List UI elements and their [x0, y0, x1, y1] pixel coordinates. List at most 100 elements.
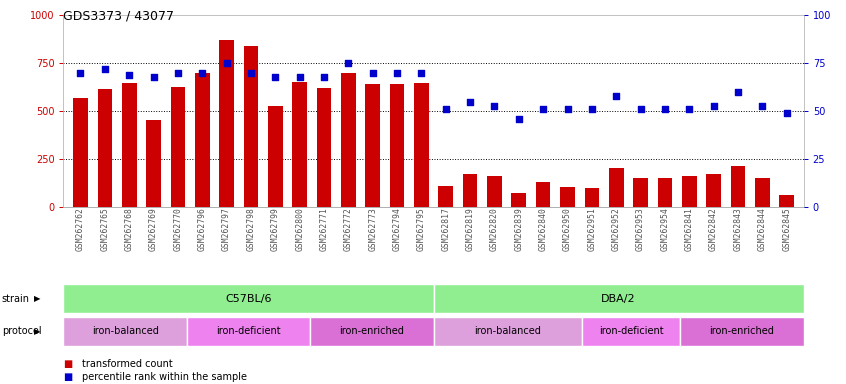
Bar: [268, 106, 283, 207]
Text: GSM262819: GSM262819: [465, 207, 475, 251]
Bar: [74, 98, 88, 207]
Point: [171, 70, 184, 76]
Bar: [512, 193, 526, 207]
Text: GSM262951: GSM262951: [587, 207, 596, 251]
Bar: [122, 83, 136, 207]
Bar: [146, 120, 161, 207]
Text: GSM262843: GSM262843: [733, 207, 743, 251]
Text: GSM262772: GSM262772: [343, 207, 353, 251]
Point: [244, 70, 258, 76]
Point: [780, 110, 794, 116]
Bar: [341, 73, 355, 207]
Bar: [731, 166, 745, 207]
Text: GSM262762: GSM262762: [76, 207, 85, 251]
Point: [536, 106, 550, 113]
Text: protocol: protocol: [2, 326, 41, 336]
Bar: [487, 176, 502, 207]
Text: DBA/2: DBA/2: [602, 293, 636, 304]
Point: [561, 106, 574, 113]
Bar: [779, 195, 794, 207]
Text: iron-deficient: iron-deficient: [217, 326, 281, 336]
Point: [731, 89, 744, 95]
Text: ▶: ▶: [34, 294, 41, 303]
Text: iron-enriched: iron-enriched: [710, 326, 774, 336]
Point: [755, 103, 769, 109]
Bar: [609, 168, 624, 207]
Text: GSM262799: GSM262799: [271, 207, 280, 251]
Text: GSM262820: GSM262820: [490, 207, 499, 251]
Bar: [536, 182, 551, 207]
Text: GSM262840: GSM262840: [539, 207, 547, 251]
Point: [366, 70, 380, 76]
Bar: [219, 40, 233, 207]
Point: [634, 106, 647, 113]
Text: GSM262952: GSM262952: [612, 207, 621, 251]
Bar: [195, 73, 210, 207]
Text: GSM262773: GSM262773: [368, 207, 377, 251]
Bar: [187, 317, 310, 346]
Text: C57BL/6: C57BL/6: [225, 293, 272, 304]
Text: GSM262844: GSM262844: [758, 207, 766, 251]
Point: [487, 103, 501, 109]
Point: [98, 66, 112, 72]
Text: GSM262771: GSM262771: [320, 207, 328, 251]
Bar: [755, 177, 770, 207]
Text: GSM262954: GSM262954: [661, 207, 669, 251]
Point: [512, 116, 525, 122]
Text: GSM262797: GSM262797: [222, 207, 231, 251]
Bar: [706, 174, 721, 207]
Text: GSM262769: GSM262769: [149, 207, 158, 251]
Point: [585, 106, 599, 113]
Bar: [585, 188, 599, 207]
Point: [439, 106, 453, 113]
Text: GDS3373 / 43077: GDS3373 / 43077: [63, 10, 174, 23]
Bar: [293, 82, 307, 207]
Text: GSM262765: GSM262765: [101, 207, 109, 251]
Bar: [63, 317, 187, 346]
Bar: [310, 317, 433, 346]
Text: iron-balanced: iron-balanced: [474, 326, 541, 336]
Text: GSM262953: GSM262953: [636, 207, 645, 251]
Text: GSM262795: GSM262795: [417, 207, 426, 251]
Bar: [390, 84, 404, 207]
Point: [146, 74, 160, 80]
Text: ■: ■: [63, 372, 73, 382]
Text: GSM262839: GSM262839: [514, 207, 524, 251]
Text: GSM262798: GSM262798: [246, 207, 255, 251]
Point: [342, 60, 355, 66]
Point: [293, 74, 306, 80]
Text: GSM262770: GSM262770: [173, 207, 183, 251]
Text: GSM262817: GSM262817: [442, 207, 450, 251]
Bar: [63, 284, 433, 313]
Bar: [680, 317, 804, 346]
Point: [74, 70, 87, 76]
Text: GSM262768: GSM262768: [124, 207, 134, 251]
Text: ▶: ▶: [34, 327, 41, 336]
Point: [123, 72, 136, 78]
Point: [268, 74, 282, 80]
Bar: [171, 88, 185, 207]
Bar: [463, 174, 477, 207]
Point: [683, 106, 696, 113]
Text: iron-deficient: iron-deficient: [599, 326, 663, 336]
Text: percentile rank within the sample: percentile rank within the sample: [82, 372, 247, 382]
Point: [658, 106, 672, 113]
Bar: [634, 177, 648, 207]
Bar: [316, 88, 332, 207]
Bar: [433, 284, 804, 313]
Text: transformed count: transformed count: [82, 359, 173, 369]
Text: GSM262845: GSM262845: [783, 207, 791, 251]
Text: ■: ■: [63, 359, 73, 369]
Text: iron-enriched: iron-enriched: [339, 326, 404, 336]
Point: [609, 93, 623, 99]
Point: [707, 103, 721, 109]
Text: GSM262842: GSM262842: [709, 207, 718, 251]
Bar: [657, 177, 673, 207]
Bar: [365, 84, 380, 207]
Bar: [560, 187, 574, 207]
Point: [220, 60, 233, 66]
Bar: [682, 176, 696, 207]
Bar: [438, 186, 453, 207]
Bar: [433, 317, 581, 346]
Point: [415, 70, 428, 76]
